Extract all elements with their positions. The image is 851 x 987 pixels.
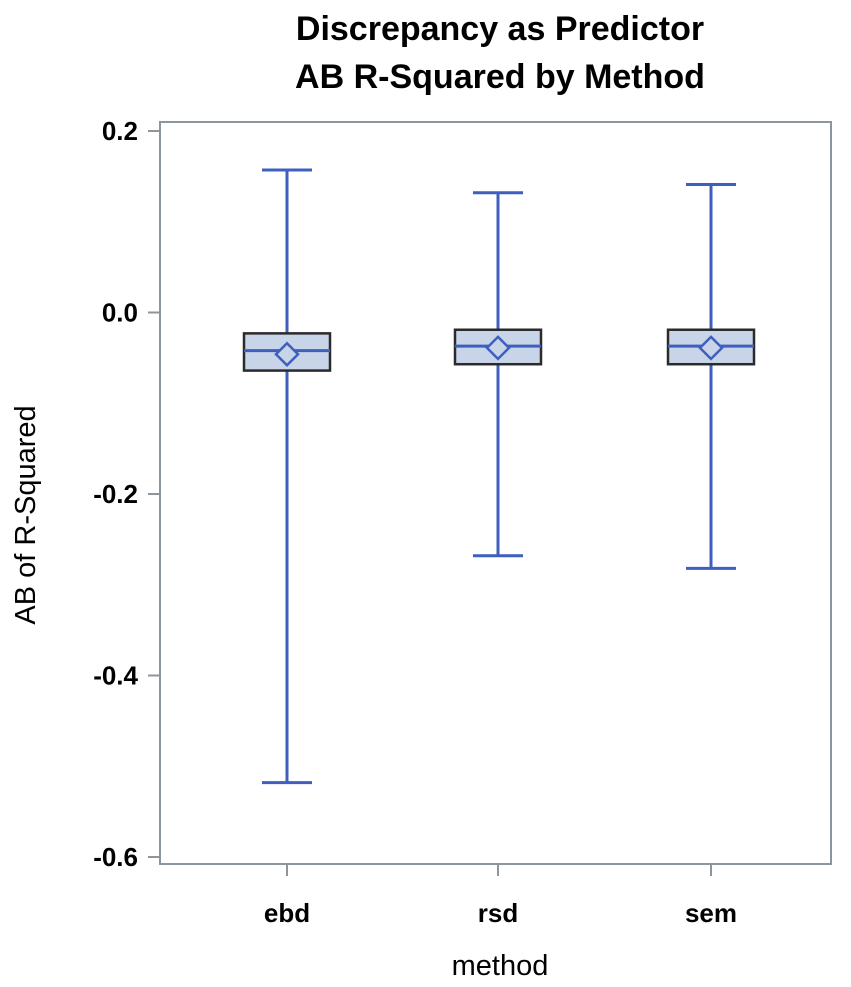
box-ebd	[242, 168, 332, 785]
y-tick-label: -0.4	[93, 661, 138, 691]
y-tick-label: -0.2	[93, 479, 138, 509]
chart-title-line-1: Discrepancy as Predictor	[296, 10, 704, 48]
mean-marker	[274, 341, 300, 368]
x-tick-label-rsd: rsd	[478, 898, 518, 928]
x-axis-label: method	[452, 950, 549, 982]
y-axis: 0.2 0.0 -0.2 -0.4 -0.6	[93, 116, 160, 872]
y-tick-label: -0.6	[93, 842, 138, 872]
chart-title-line-2: AB R-Squared by Method	[295, 58, 705, 96]
plot-frame	[159, 121, 832, 865]
box-series	[242, 168, 756, 785]
mean-marker	[485, 335, 511, 361]
y-tick-label: 0.0	[102, 298, 138, 328]
x-tick-label-ebd: ebd	[264, 898, 310, 928]
y-tick-label: 0.2	[102, 116, 138, 146]
x-axis: ebd rsd sem	[264, 864, 737, 928]
y-axis-label: AB of R-Squared	[10, 405, 42, 624]
box-sem	[666, 183, 756, 570]
x-tick-label-sem: sem	[685, 898, 737, 928]
mean-marker	[698, 335, 724, 361]
box-rsd	[453, 191, 543, 558]
